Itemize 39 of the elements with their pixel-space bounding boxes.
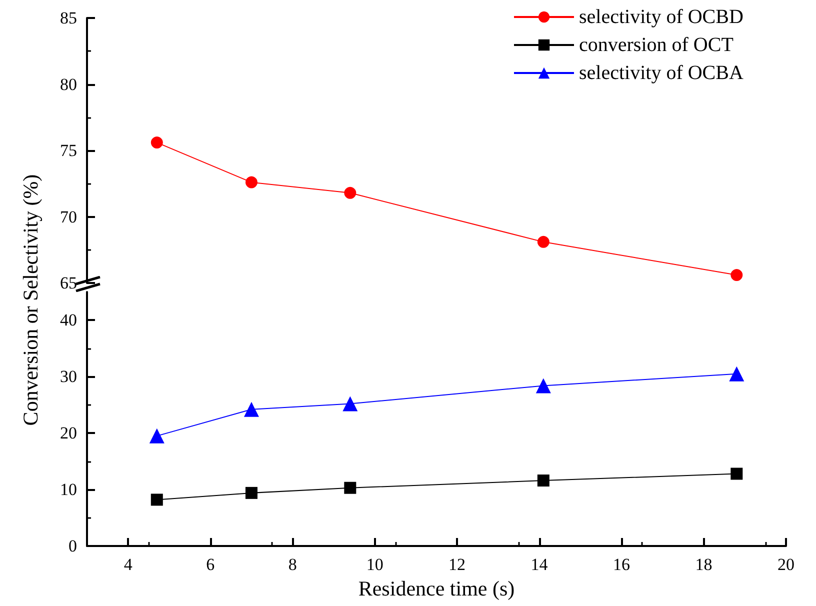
legend-label: conversion of OCT: [579, 34, 734, 56]
x-tick-label: 20: [778, 555, 794, 574]
point: [344, 186, 356, 199]
point: [150, 494, 163, 506]
point: [245, 486, 258, 499]
point: [730, 468, 743, 480]
x-tick-label: 6: [206, 555, 215, 574]
point: [342, 396, 358, 412]
point: [344, 482, 356, 494]
point: [537, 474, 550, 487]
point: [245, 176, 258, 188]
y-tick-label: 85: [60, 8, 77, 28]
y-axis-title: Conversion or Selectivity (%): [18, 174, 44, 426]
y-tick-label: 75: [60, 141, 77, 160]
x-tick-label: 10: [366, 555, 384, 574]
x-axis-title: Residence time (s): [358, 576, 515, 600]
x-tick-label: 14: [530, 555, 548, 574]
point: [537, 236, 550, 248]
x-tick-label: 4: [124, 555, 133, 574]
y-tick-label: 80: [60, 74, 77, 94]
x-tick-label: 18: [695, 555, 712, 574]
y-tick-label: 70: [60, 207, 77, 226]
x-tick-label: 12: [448, 555, 466, 574]
y-tick-label: 20: [60, 424, 77, 443]
y-tick-label: 40: [60, 310, 77, 330]
point: [149, 428, 164, 444]
point: [729, 366, 744, 382]
point: [536, 378, 551, 394]
y-tick-label: 65: [60, 274, 77, 292]
legend-label: selectivity of OCBD: [579, 6, 744, 28]
y-tick-label: 0: [68, 536, 77, 556]
point: [730, 269, 743, 282]
y-tick-label: 30: [60, 367, 77, 386]
point: [244, 402, 259, 417]
legend-label: selectivity of OCBA: [579, 62, 744, 84]
x-tick-label: 8: [288, 555, 297, 574]
point: [150, 136, 163, 149]
x-tick-label: 16: [613, 555, 630, 574]
y-tick-label: 10: [60, 480, 77, 500]
